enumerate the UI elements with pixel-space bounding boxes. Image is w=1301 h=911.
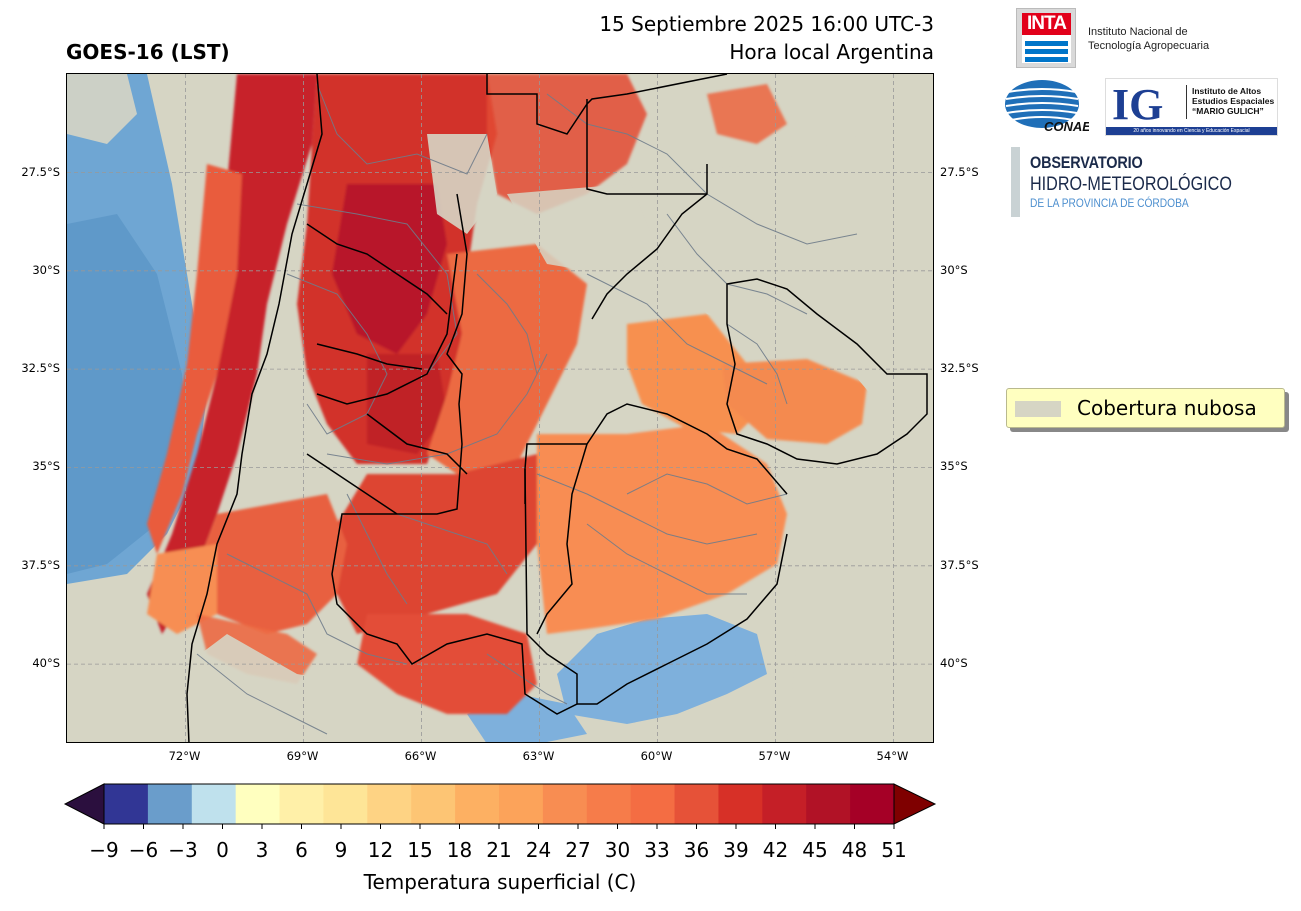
colorbar-segment	[455, 784, 500, 824]
colorbar-segment	[279, 784, 324, 824]
observatorio-line3: DE LA PROVINCIA DE CÓRDOBA	[1030, 196, 1189, 210]
ig-band: 20 años innovando en Ciencia y Educación…	[1106, 127, 1277, 135]
colorbar-tick-label: −9	[89, 838, 119, 862]
colorbar-segment	[806, 784, 851, 824]
latitude-label-right: 35°S	[940, 459, 968, 474]
colorbar-segment	[630, 784, 676, 824]
latitude-label-right: 27.5°S	[940, 164, 979, 179]
longitude-label: 54°W	[876, 749, 909, 763]
ig-divider	[1186, 85, 1187, 119]
colorbar-segment	[104, 784, 149, 824]
lst-map	[66, 73, 934, 743]
colorbar-tick-label: 21	[486, 838, 512, 862]
latitude-label-left: 27.5°S	[21, 164, 60, 179]
colorbar	[63, 783, 937, 829]
observatorio-line2: HIDRO-METEOROLÓGICO	[1030, 174, 1232, 195]
inta-logo: INTA	[1016, 8, 1076, 68]
latitude-label-left: 40°S	[32, 656, 60, 671]
inta-stripe	[1025, 41, 1068, 46]
datetime-label: 15 Septiembre 2025 16:00 UTC-3	[599, 12, 934, 36]
colorbar-segment	[499, 784, 544, 824]
colorbar-tick-label: 12	[367, 838, 394, 862]
latitude-label-right: 37.5°S	[940, 557, 979, 572]
longitude-label: 69°W	[286, 749, 319, 763]
ig-name-line3: “MARIO GULICH”	[1192, 106, 1264, 116]
inta-wordmark: INTA	[1022, 13, 1071, 35]
province-boundaries	[196, 83, 858, 735]
colorbar-segment	[674, 784, 719, 824]
colorbar-segment	[191, 784, 237, 824]
colorbar-tick-label: 48	[841, 838, 868, 862]
colorbar-segment	[367, 784, 412, 824]
gridlines	[67, 74, 933, 742]
colorbar-tick-label: 30	[604, 838, 631, 862]
colorbar-label: Temperatura superficial (C)	[363, 870, 637, 894]
longitude-label: 63°W	[522, 749, 555, 763]
colorbar-tick-label: −3	[168, 838, 198, 862]
inta-name-line2: Tecnología Agropecuaria	[1088, 40, 1210, 52]
latitude-label-right: 32.5°S	[940, 361, 979, 376]
colorbar-tick-label: 51	[881, 838, 907, 862]
colorbar-tick-label: 9	[334, 838, 348, 862]
observatorio-logo: OBSERVATORIO HIDRO-METEOROLÓGICO DE LA P…	[1011, 147, 1251, 219]
colorbar-tick-label: 24	[525, 838, 552, 862]
ig-gulich-logo: IG Instituto de Altos Estudios Espaciale…	[1105, 78, 1278, 136]
colorbar-segment	[850, 784, 895, 824]
lst-field	[147, 74, 867, 714]
colorbar-tick-label: 39	[723, 838, 749, 862]
colorbar-tick-label: 6	[295, 838, 308, 862]
colorbar-segment	[762, 784, 807, 824]
ig-wordmark: IG	[1112, 80, 1164, 129]
colorbar-tick-label: 3	[255, 838, 269, 862]
colorbar-tick-label: −6	[128, 838, 159, 862]
latitude-label-right: 30°S	[940, 262, 968, 277]
ig-name-line2: Estudios Espaciales	[1192, 96, 1275, 106]
colorbar-segment	[235, 784, 281, 824]
local-time-note: Hora local Argentina	[729, 40, 934, 64]
colorbar-tick-label: 36	[683, 838, 710, 862]
colorbar-tick-label: 0	[216, 838, 229, 862]
longitude-label: 66°W	[404, 749, 437, 763]
conae-logo: CONAE	[1004, 78, 1091, 136]
map-title: GOES-16 (LST)	[66, 40, 230, 64]
colorbar-segment	[542, 784, 588, 824]
colorbar-tick-label: 27	[565, 838, 591, 862]
colorbar-segment	[586, 784, 632, 824]
cloud-patches	[67, 74, 933, 742]
cloud-cover-swatch	[1015, 401, 1061, 417]
observatorio-bar	[1011, 147, 1020, 217]
conae-globe-icon: CONAE	[1005, 80, 1091, 134]
colorbar-tick-label: 45	[802, 838, 828, 862]
colorbar-tick-label: 18	[446, 838, 473, 862]
colorbar-segment	[147, 784, 193, 824]
country-borders	[186, 74, 928, 742]
colorbar-under-arrow	[63, 783, 105, 825]
colorbar-segment	[718, 784, 763, 824]
colorbar-tick-label: 15	[407, 838, 433, 862]
latitude-label-right: 40°S	[940, 656, 968, 671]
inta-stripe	[1025, 49, 1068, 54]
conae-wordmark: CONAE	[1044, 119, 1089, 134]
cloud-cover-legend: Cobertura nubosa	[1006, 388, 1285, 428]
colorbar-segment	[323, 784, 368, 824]
longitude-label: 60°W	[640, 749, 673, 763]
inta-mark: INTA	[1022, 13, 1071, 63]
latitude-label-left: 37.5°S	[21, 557, 60, 572]
colorbar-segment	[411, 784, 456, 824]
inta-name-line1: Instituto Nacional de	[1088, 26, 1188, 38]
colorbar-tick-label: 33	[644, 838, 670, 862]
colorbar-over-arrow	[893, 783, 937, 825]
colorbar-tick-label: 42	[762, 838, 789, 862]
latitude-label-left: 32.5°S	[21, 361, 60, 376]
cloud-cover-label: Cobertura nubosa	[1077, 396, 1257, 420]
longitude-label: 57°W	[758, 749, 791, 763]
observatorio-line1: OBSERVATORIO	[1030, 153, 1143, 172]
latitude-label-left: 30°S	[32, 262, 60, 277]
longitude-label: 72°W	[168, 749, 201, 763]
map-canvas	[67, 74, 933, 742]
ig-name-line1: Instituto de Altos	[1192, 86, 1262, 96]
ig-name: Instituto de Altos Estudios Espaciales “…	[1192, 86, 1274, 116]
inta-stripe	[1025, 57, 1068, 62]
latitude-label-left: 35°S	[32, 459, 60, 474]
